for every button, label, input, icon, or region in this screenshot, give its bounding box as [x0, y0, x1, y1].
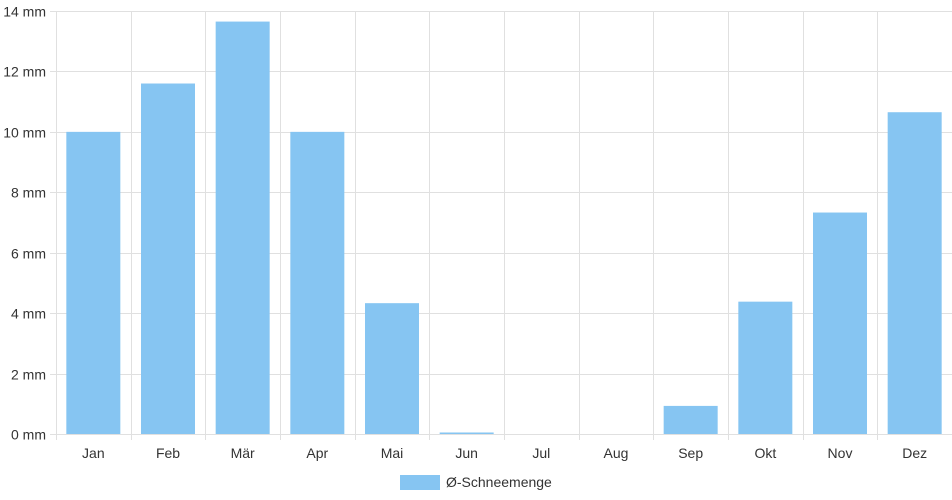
bar-sep[interactable]	[663, 405, 718, 434]
legend-swatch	[400, 475, 440, 490]
x-tick-label: Jul	[532, 445, 550, 461]
x-tick-label: Feb	[156, 445, 180, 461]
bar-series	[66, 21, 942, 434]
bar-feb[interactable]	[141, 83, 195, 434]
y-tick-label: 6 mm	[11, 246, 46, 262]
x-tick-label: Sep	[678, 445, 703, 461]
chart-grid	[50, 11, 952, 440]
y-tick-label: 12 mm	[3, 64, 46, 80]
x-axis: Jan Feb Mär Apr Mai Jun Jul Aug Sep Okt Nov Dez	[82, 445, 927, 461]
legend-label: Ø-Schneemenge	[446, 474, 552, 490]
y-tick-label: 8 mm	[11, 185, 46, 201]
y-tick-label: 4 mm	[11, 306, 46, 322]
y-tick-label: 0 mm	[11, 427, 46, 443]
x-tick-label: Mai	[381, 445, 404, 461]
bar-dez[interactable]	[887, 112, 942, 434]
y-axis: 0 mm 2 mm 4 mm 6 mm 8 mm 10 mm 12 mm 14 mm	[3, 4, 46, 443]
x-tick-label: Aug	[604, 445, 629, 461]
bar-okt[interactable]	[738, 301, 793, 434]
legend[interactable]: Ø-Schneemenge	[400, 474, 552, 490]
bar-nov[interactable]	[813, 212, 867, 434]
x-tick-label: Jan	[82, 445, 105, 461]
bar-mär[interactable]	[215, 21, 270, 434]
x-tick-label: Mär	[231, 445, 255, 461]
x-tick-label: Nov	[828, 445, 853, 461]
y-tick-label: 10 mm	[3, 125, 46, 141]
x-tick-label: Okt	[754, 445, 776, 461]
x-tick-label: Dez	[902, 445, 927, 461]
bar-jan[interactable]	[66, 131, 121, 434]
bar-jun[interactable]	[439, 432, 494, 434]
bar-mai[interactable]	[365, 303, 419, 434]
y-tick-label: 2 mm	[11, 367, 46, 383]
bar-apr[interactable]	[290, 131, 345, 434]
x-tick-label: Apr	[306, 445, 328, 461]
x-tick-label: Jun	[455, 445, 478, 461]
y-tick-label: 14 mm	[3, 4, 46, 20]
